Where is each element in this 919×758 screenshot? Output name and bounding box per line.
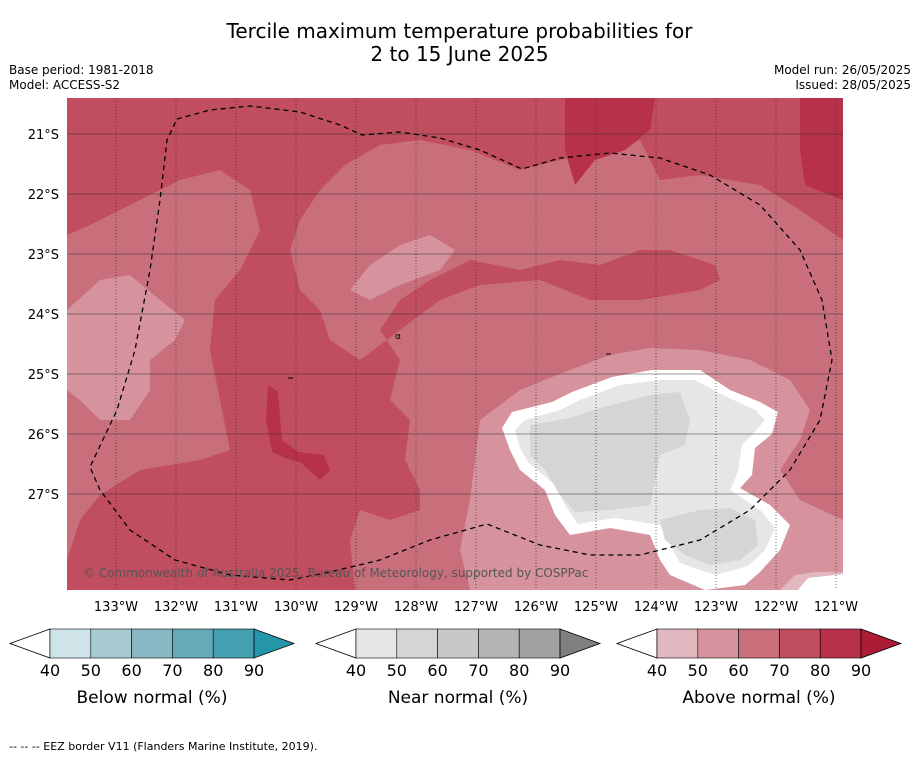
colorbars: 40 50 60 70 80 90 Below normal (%) 40 50 60 70 80 90… — [8, 628, 903, 708]
colorbar-segment — [738, 628, 780, 659]
latitude-label: 23°S — [28, 248, 59, 263]
colorbar-tick-label: 50 — [387, 661, 407, 680]
longitude-label: 126°W — [514, 600, 558, 615]
colorbar-tick-label: 70 — [162, 661, 182, 680]
colorbar-low-extension — [314, 628, 357, 659]
colorbar-segment — [819, 628, 862, 659]
latitude-label: 25°S — [28, 368, 59, 383]
colorbar-title: Above normal (%) — [682, 688, 835, 708]
colorbar-segment — [212, 628, 255, 659]
colorbar-segment — [656, 628, 699, 659]
colorbar: 40 50 60 70 80 90 Below normal (%) — [8, 628, 296, 708]
near-normal-50-60-area-north — [530, 392, 690, 512]
longitude-label: 127°W — [454, 600, 498, 615]
latitude-label: 22°S — [28, 188, 59, 203]
model-name: Model: ACCESS-S2 — [9, 78, 121, 92]
near-normal-50-60-area-south — [660, 508, 758, 565]
colorbar-tick-label: 90 — [550, 661, 570, 680]
longitude-label: 131°W — [214, 600, 258, 615]
colorbar-low-extension — [615, 628, 658, 659]
longitude-label: 122°W — [754, 600, 798, 615]
colorbar-tick-label: 50 — [81, 661, 101, 680]
colorbar-segment — [478, 628, 520, 659]
longitude-label: 133°W — [94, 600, 138, 615]
chart-title-line2: 2 to 15 June 2025 — [370, 42, 549, 66]
colorbar-high-extension — [253, 628, 296, 659]
issued-date: Issued: 28/05/2025 — [795, 78, 911, 92]
colorbar-tick-label: 60 — [728, 661, 748, 680]
colorbar-tick-label: 40 — [647, 661, 667, 680]
colorbar-tick-label: 80 — [810, 661, 830, 680]
colorbar-title: Below normal (%) — [77, 688, 228, 708]
above-70-80-area — [67, 98, 843, 590]
longitude-label: 121°W — [814, 600, 858, 615]
colorbar-tick-label: 60 — [427, 661, 447, 680]
colorbar-segment — [355, 628, 398, 659]
longitude-label: 123°W — [694, 600, 738, 615]
latitude-label: 27°S — [28, 488, 59, 503]
colorbar-segment — [437, 628, 479, 659]
chart-title-line1: Tercile maximum temperature probabilitie… — [226, 19, 693, 43]
above-50-60-area-west — [67, 275, 185, 420]
eez-legend-note: -- -- -- EEZ border V11 (Flanders Marine… — [9, 740, 318, 753]
graticule — [67, 98, 843, 590]
near-normal-corner-boundary — [798, 574, 843, 590]
longitude-label: 129°W — [334, 600, 378, 615]
colorbar-segment — [518, 628, 561, 659]
colorbar-tick-label: 60 — [121, 661, 141, 680]
probability-map — [67, 98, 843, 590]
latitude-label: 21°S — [28, 128, 59, 143]
colorbar-high-extension — [559, 628, 602, 659]
colorbar-tick-label: 90 — [851, 661, 871, 680]
colorbar-tick-label: 70 — [468, 661, 488, 680]
colorbar-low-extension — [8, 628, 51, 659]
above-80-90-area-strip — [266, 385, 330, 480]
longitude-label: 125°W — [574, 600, 618, 615]
colorbar-tick-label: 40 — [40, 661, 60, 680]
latitude-labels: 21°S 22°S 23°S 24°S 25°S 26°S 27°S — [28, 128, 59, 503]
latitude-label: 24°S — [28, 308, 59, 323]
colorbar-segment — [697, 628, 739, 659]
model-run: Model run: 26/05/2025 — [773, 63, 911, 77]
colorbar-high-extension — [860, 628, 903, 659]
base-period: Base period: 1981-2018 — [9, 63, 154, 77]
colorbar-tick-label: 80 — [509, 661, 529, 680]
longitude-label: 132°W — [154, 600, 198, 615]
colorbar-tick-label: 50 — [688, 661, 708, 680]
colorbar-segment — [49, 628, 92, 659]
copyright-notice: © Commonwealth of Australia 2025, Bureau… — [83, 566, 588, 580]
colorbar: 40 50 60 70 80 90 Near normal (%) — [314, 628, 602, 708]
eez-border — [89, 105, 833, 581]
longitude-label: 128°W — [394, 600, 438, 615]
colorbar-segment — [779, 628, 821, 659]
colorbar-tick-label: 90 — [244, 661, 264, 680]
longitude-label: 130°W — [274, 600, 318, 615]
above-80-90-area-north — [565, 98, 655, 185]
colorbar-tick-label: 70 — [769, 661, 789, 680]
colorbar-segment — [131, 628, 173, 659]
colorbar-segment — [172, 628, 214, 659]
colorbar-title: Near normal (%) — [388, 688, 528, 708]
longitude-label: 124°W — [634, 600, 678, 615]
colorbar-tick-label: 80 — [203, 661, 223, 680]
latitude-label: 26°S — [28, 428, 59, 443]
colorbar-tick-label: 40 — [346, 661, 366, 680]
colorbar-segment — [90, 628, 132, 659]
longitude-labels: 133°W 132°W 131°W 130°W 129°W 128°W 127°W 126°W… — [94, 600, 858, 615]
colorbar: 40 50 60 70 80 90 Above normal (%) — [615, 628, 903, 708]
above-80-90-area-east — [800, 98, 843, 200]
colorbar-segment — [396, 628, 438, 659]
above-50-60-area-centre — [350, 235, 455, 300]
island-marker: α — [395, 332, 401, 342]
